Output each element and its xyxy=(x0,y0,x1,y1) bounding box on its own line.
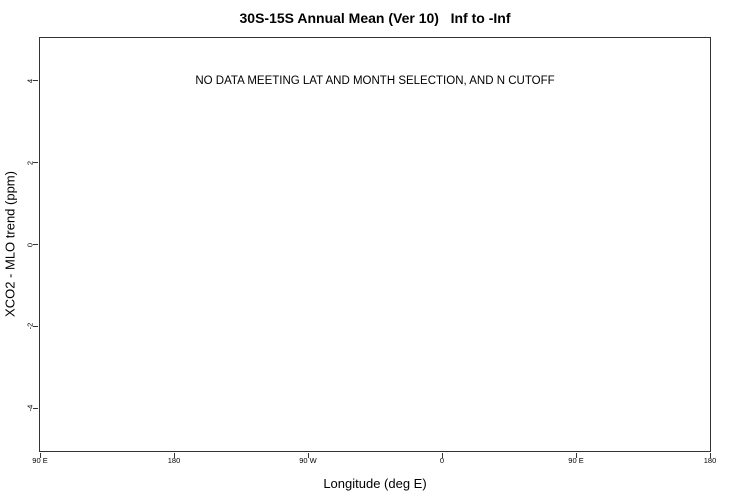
y-tick-label: 2 xyxy=(25,160,35,165)
x-axis: 90 E 180 90 W 0 90 E 180 xyxy=(32,38,716,464)
x-tick-mark xyxy=(441,453,443,458)
y-tick-mark xyxy=(33,162,38,164)
no-data-message: NO DATA MEETING LAT AND MONTH SELECTION,… xyxy=(195,74,555,87)
y-tick-label: 4 xyxy=(25,78,35,84)
chart-title: 30S-15S Annual Mean (Ver 10) Inf to -Inf xyxy=(239,10,511,26)
x-tick-label: 180 xyxy=(167,456,181,465)
y-axis: 4 2 0 -2 -4 xyxy=(25,38,710,451)
y-tick-mark xyxy=(33,244,38,245)
y-tick-label: -4 xyxy=(25,404,35,412)
y-tick-mark xyxy=(33,407,38,409)
x-tick-mark xyxy=(173,453,175,458)
x-tick-label: 90 E xyxy=(32,456,48,465)
x-tick-label: 180 xyxy=(703,456,717,465)
x-tick-label: 90 W xyxy=(299,456,317,465)
x-tick-label: 0 xyxy=(439,456,445,465)
y-tick-mark xyxy=(33,80,38,82)
y-tick-mark xyxy=(33,325,38,327)
x-tick-mark xyxy=(575,453,577,458)
y-tick-label: 0 xyxy=(25,242,35,247)
x-tick-mark xyxy=(39,453,41,458)
y-axis-label: XCO2 - MLO trend (ppm) xyxy=(2,171,18,317)
plot-area: NO DATA MEETING LAT AND MONTH SELECTION,… xyxy=(25,37,716,464)
x-tick-mark xyxy=(307,453,309,458)
x-tick-mark xyxy=(709,453,711,458)
x-axis-label: Longitude (deg E) xyxy=(323,476,427,491)
x-tick-label: 90 E xyxy=(568,456,584,465)
y-tick-label: -2 xyxy=(25,322,35,330)
